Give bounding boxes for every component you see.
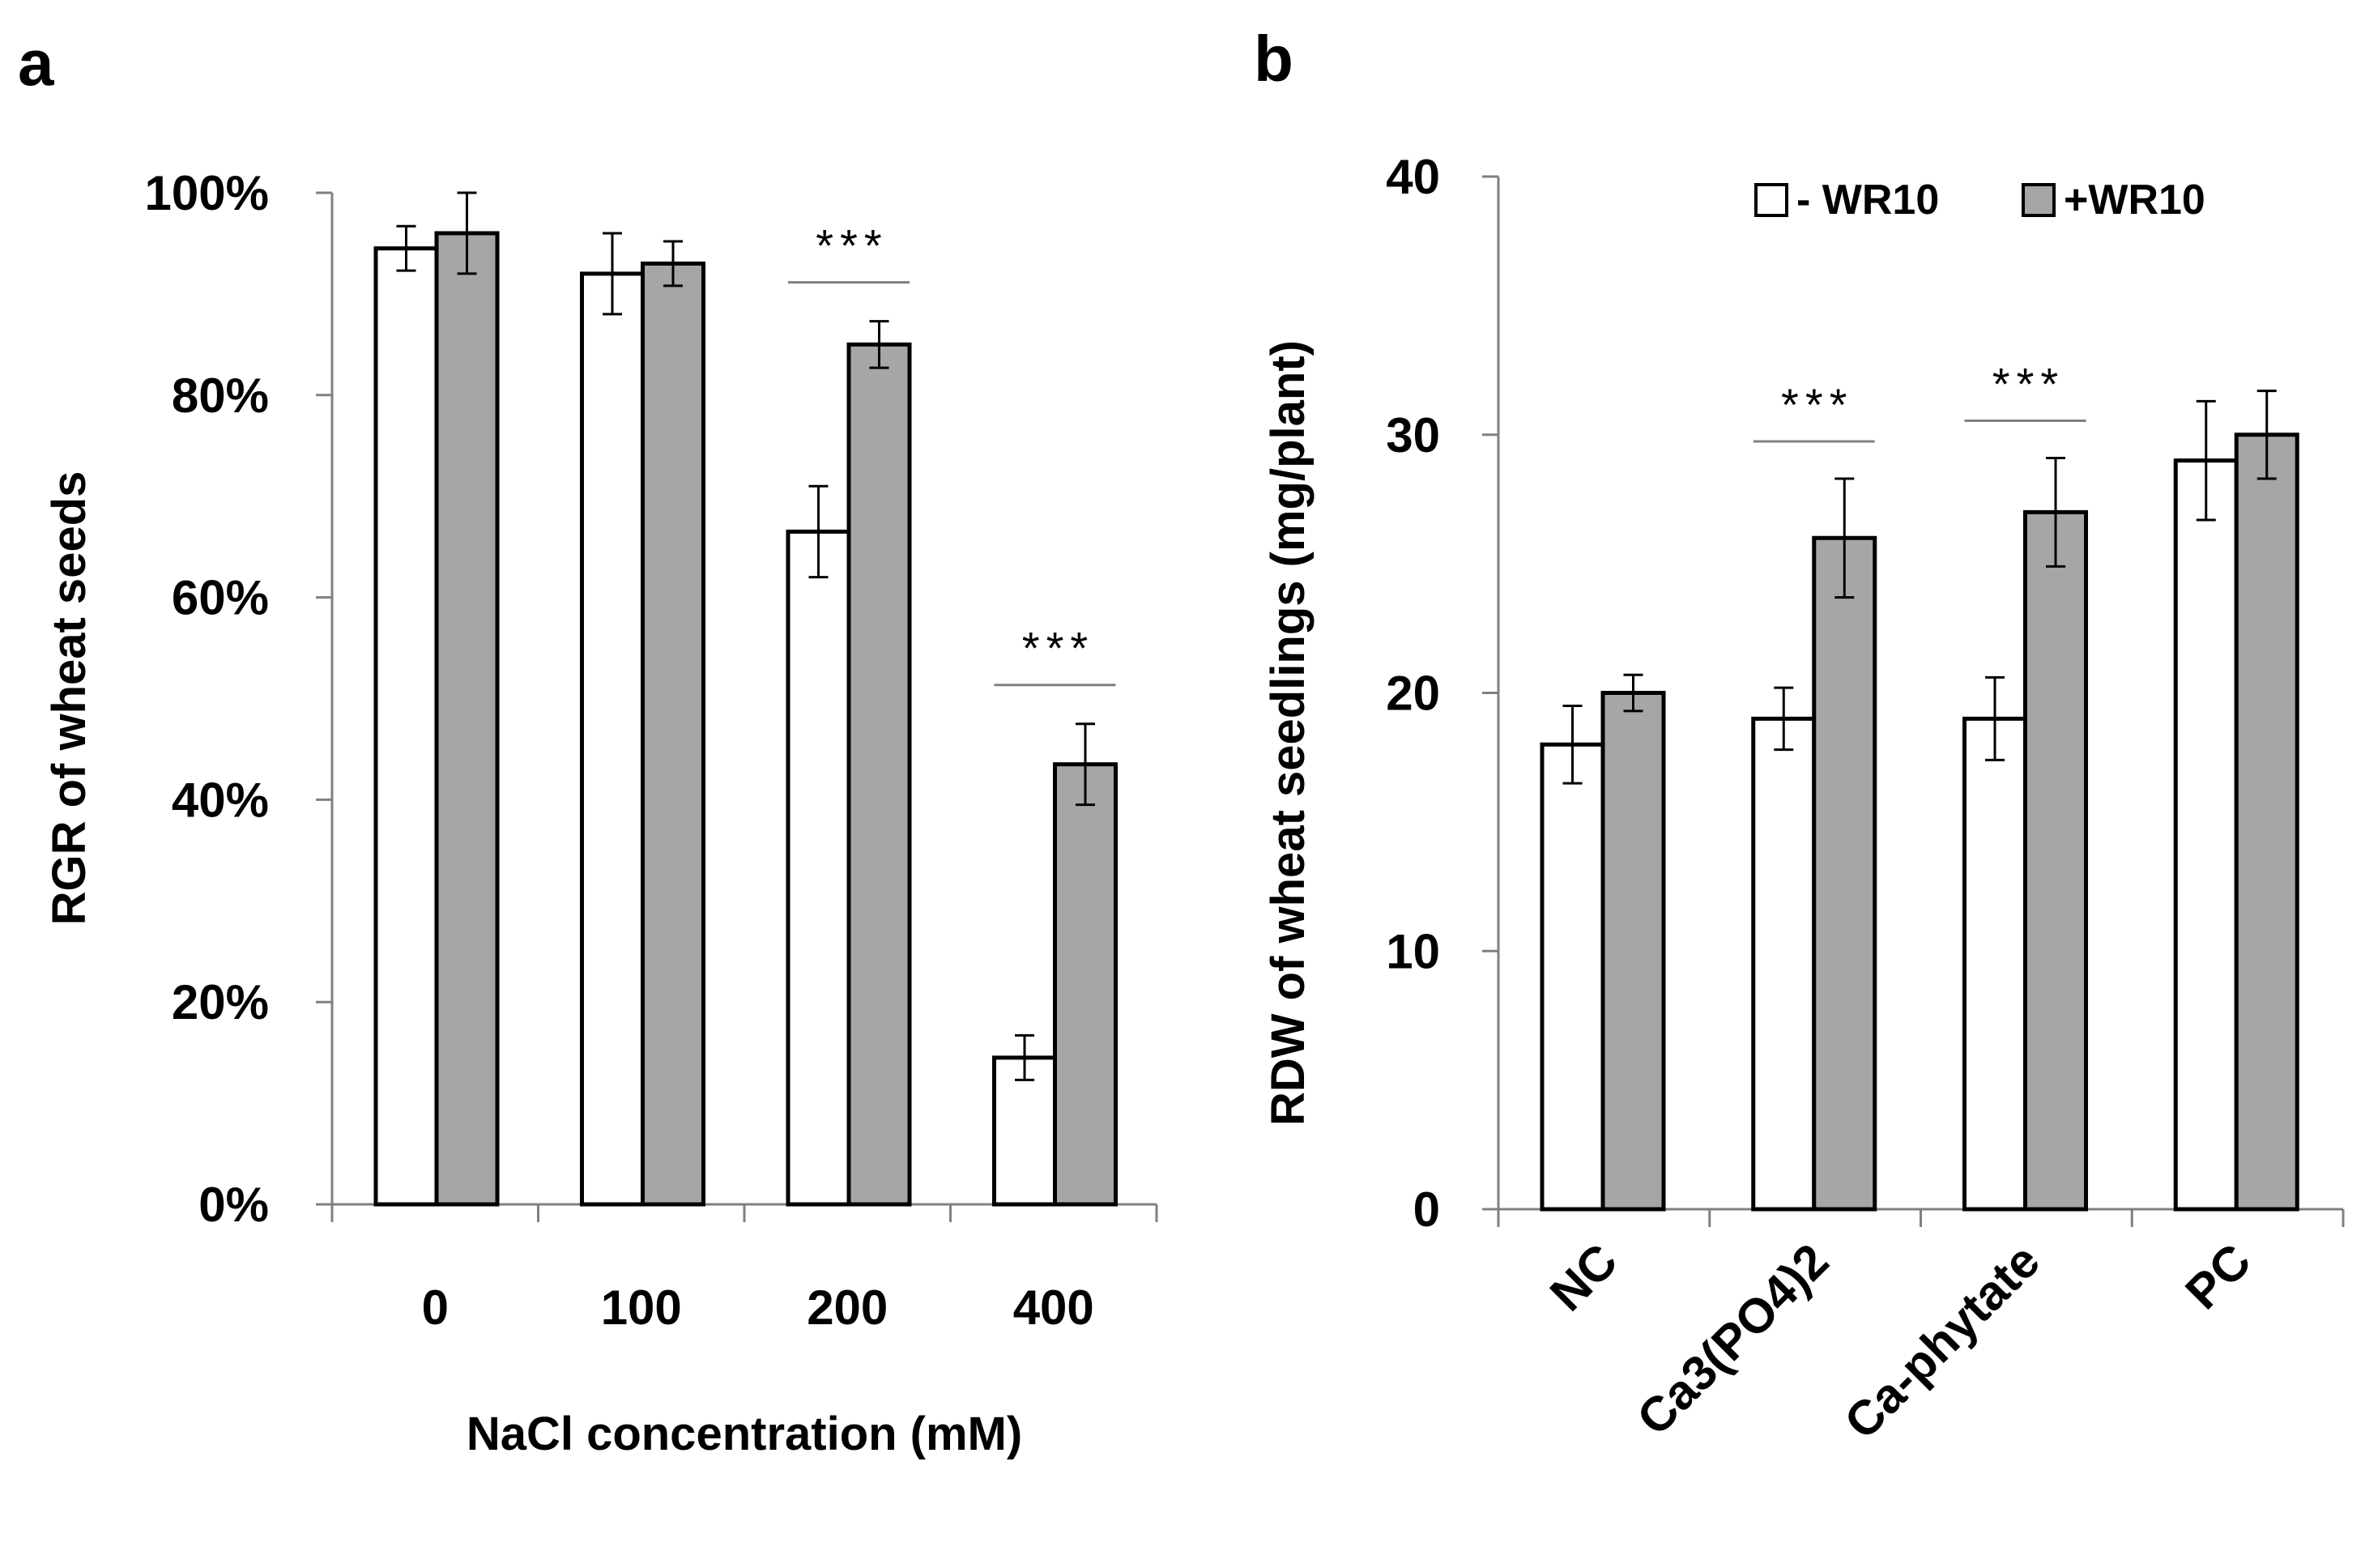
- y-tick-label: 40%: [172, 773, 269, 827]
- x-tick-label-0: 0: [422, 1280, 449, 1335]
- panel-letter-a: a: [18, 27, 54, 99]
- significance-label: ***: [1992, 358, 2065, 409]
- y-tick-label: 60%: [172, 571, 269, 625]
- y-tick-label: 20%: [172, 975, 269, 1029]
- panel-a: a 0% 20% 40% 60% 80% 100% 0 100 200 400 *** *** NaCl …: [18, 27, 1158, 1460]
- x-tick-label-ca-phytate: Ca-phytate: [1834, 1234, 2050, 1450]
- x-tick-label-400: 400: [1013, 1280, 1094, 1335]
- bar-without-wr10-100: [580, 271, 645, 1207]
- bar-without-wr10-ca3po42: [1751, 716, 1817, 1212]
- y-tick-label: 0: [1413, 1182, 1440, 1237]
- bar-with-wr10-400: [1053, 762, 1118, 1207]
- bar-with-wr10-100: [641, 261, 705, 1207]
- panel-letter-b: b: [1254, 23, 1293, 95]
- legend-swatch-with-wr10: [2022, 183, 2056, 217]
- bar-with-wr10-ca3po42: [1812, 535, 1877, 1212]
- significance-label: ***: [1022, 623, 1094, 674]
- legend-swatch-without-wr10: [1754, 183, 1788, 217]
- y-tick-label: 30: [1386, 408, 1440, 462]
- x-tick-label-nc: NC: [1540, 1234, 1628, 1322]
- x-tick-label-ca3po42: Ca3(PO4)2: [1626, 1234, 1839, 1446]
- bar-with-wr10-pc: [2234, 432, 2299, 1212]
- bar-without-wr10-nc: [1540, 742, 1605, 1212]
- significance-label: ***: [1781, 379, 1853, 430]
- legend-label-without-wr10: - WR10: [1796, 177, 1939, 224]
- significance-label: ***: [816, 220, 888, 271]
- y-tick-label: 10: [1386, 924, 1440, 978]
- y-axis-title: RDW of wheat seedlings (mg/plant): [1262, 340, 1315, 1126]
- x-axis-title: NaCl concentration (mM): [467, 1408, 1022, 1460]
- legend: - WR10 +WR10: [1754, 177, 2205, 224]
- legend-label-with-wr10: +WR10: [2064, 177, 2205, 224]
- bar-without-wr10-200: [786, 529, 851, 1207]
- bar-with-wr10-200: [846, 342, 912, 1207]
- y-tick-label: 40: [1386, 150, 1440, 204]
- bar-without-wr10-pc: [2173, 458, 2239, 1212]
- y-tick-label: 20: [1386, 667, 1440, 721]
- bar-with-wr10-nc: [1600, 691, 1666, 1212]
- bar-with-wr10-0: [434, 231, 500, 1207]
- bar-without-wr10-ca-phytate: [1962, 716, 2027, 1212]
- x-tick-label-200: 200: [807, 1280, 888, 1335]
- y-tick-label: 0%: [198, 1178, 269, 1232]
- bar-without-wr10-0: [373, 246, 439, 1207]
- y-axis-title: RGR of wheat seeds: [43, 471, 96, 926]
- bar-with-wr10-ca-phytate: [2023, 509, 2088, 1212]
- x-tick-label-100: 100: [601, 1280, 682, 1335]
- x-tick-label-pc: PC: [2175, 1234, 2261, 1319]
- y-tick-label: 80%: [172, 369, 269, 423]
- y-tick-label: 100%: [145, 166, 269, 220]
